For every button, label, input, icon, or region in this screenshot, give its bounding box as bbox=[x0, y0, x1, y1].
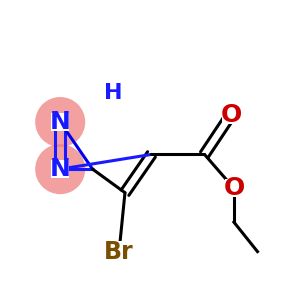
Text: N: N bbox=[50, 110, 70, 134]
FancyBboxPatch shape bbox=[51, 113, 69, 131]
FancyBboxPatch shape bbox=[222, 106, 240, 124]
Circle shape bbox=[35, 97, 85, 147]
FancyBboxPatch shape bbox=[225, 179, 243, 197]
FancyBboxPatch shape bbox=[106, 85, 121, 100]
Text: H: H bbox=[104, 82, 122, 103]
FancyBboxPatch shape bbox=[106, 241, 132, 262]
FancyBboxPatch shape bbox=[51, 160, 69, 178]
Circle shape bbox=[35, 144, 85, 194]
Text: N: N bbox=[50, 157, 70, 181]
Text: O: O bbox=[220, 103, 242, 127]
Text: O: O bbox=[223, 176, 244, 200]
Text: Br: Br bbox=[104, 240, 134, 264]
